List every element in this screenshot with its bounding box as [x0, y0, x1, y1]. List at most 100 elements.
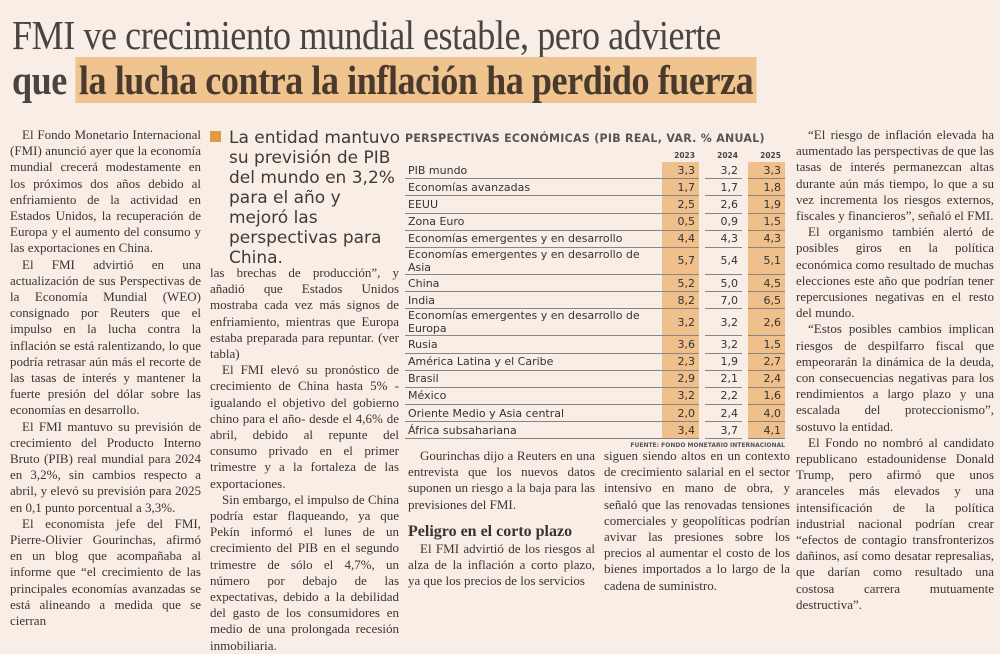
cell-value: 2,4 — [705, 405, 742, 423]
table-row: Brasil 2,9 2,1 2,4 — [405, 370, 785, 388]
cell-value: 2,6 — [705, 196, 742, 214]
cell-value: 2,7 — [748, 353, 785, 371]
paragraph: las brechas de producción”, y añadió que… — [210, 265, 399, 362]
cell-value: 6,5 — [748, 292, 785, 310]
table-row: China 5,2 5,0 4,5 — [405, 274, 785, 293]
paragraph: El FMI mantuvo su previsión de crecimien… — [10, 418, 201, 515]
cell-value: 8,2 — [662, 292, 699, 310]
cell-value: 3,3 — [662, 162, 699, 180]
cell-value: 2,4 — [748, 370, 785, 388]
cell-value: 2,6 — [748, 309, 785, 337]
cell-value: 5,7 — [662, 247, 699, 275]
cell-value: 5,1 — [748, 247, 785, 275]
square-bullet-icon — [210, 131, 221, 142]
cell-value: 2,3 — [662, 353, 699, 371]
cell-value: 1,7 — [705, 179, 742, 197]
article-column-3b: siguen siendo altos en un contexto de cr… — [604, 448, 790, 594]
row-label: México — [405, 388, 662, 406]
paragraph: “El riesgo de inflación elevada ha aumen… — [796, 127, 994, 224]
paragraph: “Estos posibles cambios implican riesgos… — [796, 321, 994, 434]
row-label: África subsahariana — [405, 422, 662, 440]
cell-value: 3,2 — [662, 309, 699, 337]
economic-outlook-table: PERSPECTIVAS ECONÓMICAS (PIB REAL, VAR. … — [405, 131, 785, 449]
row-label: Zona Euro — [405, 214, 662, 231]
row-label: Oriente Medio y Asia central — [405, 405, 662, 423]
cell-value: 1,9 — [748, 196, 785, 214]
cell-value: 3,2 — [662, 387, 699, 406]
row-label: India — [405, 292, 662, 310]
paragraph: Sin embargo, el impulso de China podría … — [210, 491, 399, 653]
table-row: EEUU 2,5 2,6 1,9 — [405, 196, 785, 214]
cell-value: 1,8 — [748, 179, 785, 197]
table-row: Economías avanzadas 1,7 1,7 1,8 — [405, 179, 785, 197]
cell-value: 1,7 — [662, 179, 699, 197]
cell-value: 4,3 — [705, 231, 742, 248]
cell-value: 3,2 — [705, 309, 742, 337]
paragraph: El Fondo no nombró al candidato republic… — [796, 434, 994, 612]
cell-value: 5,2 — [662, 274, 699, 293]
cell-value: 3,7 — [705, 422, 742, 440]
cell-value: 0,5 — [662, 213, 699, 231]
cell-value: 4,3 — [748, 230, 785, 248]
paragraph: El organismo también alertó de posibles … — [796, 224, 994, 321]
cell-value: 1,6 — [748, 387, 785, 406]
table-row: Zona Euro 0,5 0,9 1,5 — [405, 213, 785, 231]
pull-quote: La entidad mantuvo su previsión de PIB d… — [210, 128, 402, 268]
row-label: Brasil — [405, 371, 662, 388]
cell-value: 2,5 — [662, 196, 699, 214]
row-label: Economías emergentes y en desarrollo de … — [405, 248, 662, 275]
table-row: India 8,2 7,0 6,5 — [405, 292, 785, 310]
cell-value: 3,3 — [748, 162, 785, 180]
article-column-1: El Fondo Monetario Internacional (FMI) a… — [10, 127, 201, 629]
cell-value: 2,1 — [705, 371, 742, 388]
headline-highlight: la lucha contra la inflación ha perdido … — [75, 57, 757, 103]
cell-value: 4,5 — [748, 274, 785, 293]
table-row: Economías emergentes y en desarrollo de … — [405, 247, 785, 275]
article-column-4: “El riesgo de inflación elevada ha aumen… — [796, 127, 994, 613]
headline-line-2: que la lucha contra la inflación ha perd… — [12, 57, 757, 103]
column-header: 2023 — [674, 150, 695, 160]
row-label: Economías emergentes y en desarrollo — [405, 231, 662, 248]
cell-value: 5,0 — [705, 275, 742, 293]
row-label: PIB mundo — [405, 162, 662, 180]
row-label: Economías avanzadas — [405, 179, 662, 197]
cell-value: 5,4 — [705, 248, 742, 275]
cell-value: 1,5 — [748, 213, 785, 231]
table-row: América Latina y el Caribe 2,3 1,9 2,7 — [405, 353, 785, 371]
cell-value: 2,2 — [705, 388, 742, 406]
cell-value: 3,2 — [705, 336, 742, 354]
row-label: Rusia — [405, 336, 662, 354]
article-column-2: las brechas de producción”, y añadió que… — [210, 265, 399, 654]
table-row: Rusia 3,6 3,2 1,5 — [405, 336, 785, 354]
article-column-3a: Gourinchas dijo a Reuters en una entrevi… — [408, 448, 595, 589]
cell-value: 0,9 — [705, 214, 742, 231]
table-row: Oriente Medio y Asia central 2,0 2,4 4,0 — [405, 405, 785, 423]
column-header: 2024 — [717, 150, 738, 160]
paragraph: El Fondo Monetario Internacional (FMI) a… — [10, 127, 201, 256]
row-label: América Latina y el Caribe — [405, 354, 662, 371]
cell-value: 1,5 — [748, 336, 785, 354]
table-row: México 3,2 2,2 1,6 — [405, 387, 785, 406]
table-source: FUENTE: FONDO MONETARIO INTERNACIONAL — [630, 442, 785, 450]
cell-value: 3,6 — [662, 336, 699, 354]
cell-value: 2,9 — [662, 370, 699, 388]
row-label: Economías emergentes y en desarrollo de … — [405, 309, 662, 337]
cell-value: 1,9 — [705, 354, 742, 371]
headline-line-1: FMI ve crecimiento mundial estable, pero… — [12, 12, 721, 58]
cell-value: 3,4 — [662, 422, 699, 440]
table-title: PERSPECTIVAS ECONÓMICAS (PIB REAL, VAR. … — [405, 131, 765, 145]
paragraph: El FMI advirtió en una actualización de … — [10, 256, 201, 418]
row-label: China — [405, 275, 662, 293]
cell-value: 4,0 — [748, 405, 785, 423]
row-label: EEUU — [405, 196, 662, 214]
headline-prefix: que — [12, 57, 67, 103]
paragraph: El economista jefe del FMI, Pierre-Olivi… — [10, 515, 201, 629]
paragraph: Gourinchas dijo a Reuters en una entrevi… — [408, 448, 595, 512]
table-row: Economías emergentes y en desarrollo de … — [405, 309, 785, 337]
paragraph: siguen siendo altos en un contexto de cr… — [604, 448, 790, 593]
subheading: Peligro en el corto plazo — [408, 522, 573, 540]
cell-value: 3,2 — [705, 162, 742, 180]
cell-value: 4,4 — [662, 230, 699, 248]
paragraph: El FMI advirtió de los riesgos al alza d… — [408, 540, 595, 589]
paragraph: El FMI elevó su pronóstico de crecimient… — [210, 362, 399, 491]
